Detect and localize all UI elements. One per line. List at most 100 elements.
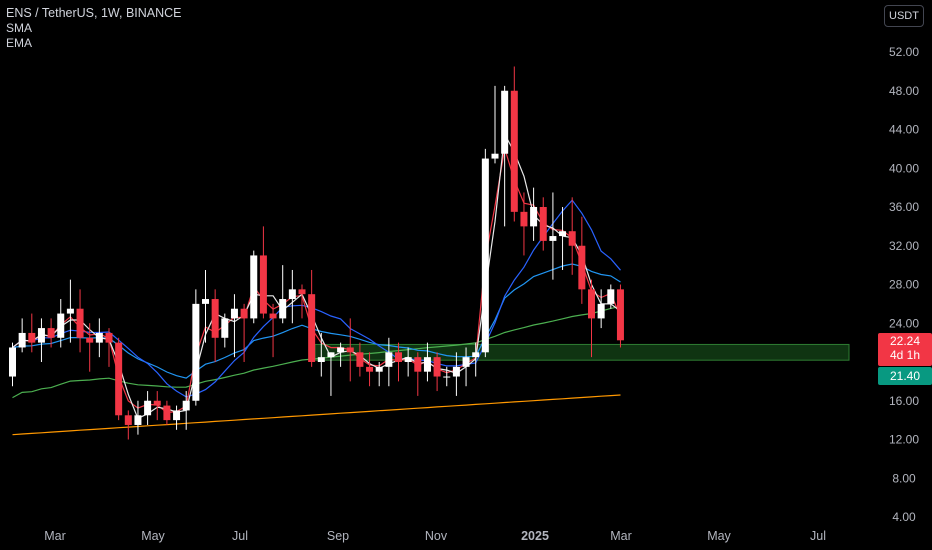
candle (607, 284, 615, 309)
candle-body (346, 347, 354, 353)
ema-indicator-label[interactable]: EMA (6, 36, 33, 50)
candle (337, 342, 345, 367)
candle-body (250, 255, 258, 319)
sma-indicator-label[interactable]: SMA (6, 21, 33, 35)
candle (559, 207, 567, 270)
candle (298, 284, 306, 319)
time-tick-label: Mar (44, 529, 66, 543)
blue-slow-ma-line (12, 263, 621, 379)
candle-body (327, 352, 335, 358)
candle-body (57, 313, 65, 338)
last-price-tag: 22.24 4d 1h (878, 333, 932, 366)
candle (163, 400, 171, 425)
candle-body (124, 415, 132, 425)
candle-body (144, 400, 152, 416)
candle-body (279, 299, 287, 319)
currency-button[interactable]: USDT (884, 5, 924, 27)
candle-body (423, 357, 431, 372)
candle (530, 187, 538, 241)
candle-body (18, 332, 26, 348)
candle-body (414, 357, 422, 372)
candle-body (568, 231, 576, 246)
candle-body (37, 328, 45, 343)
candle-body (616, 289, 624, 341)
candle-body (269, 313, 277, 319)
candle (144, 391, 152, 425)
price-tick-label: 36.00 (889, 200, 919, 214)
candle (37, 318, 45, 362)
candle (47, 318, 55, 348)
candle (124, 410, 132, 440)
time-axis[interactable]: Mar May Jul Sep Nov 2025 Mar May Jul (44, 529, 826, 543)
candle-body (173, 410, 181, 421)
candle (105, 328, 113, 367)
candle-body (443, 376, 451, 378)
candle (462, 347, 470, 387)
blue-fast-ma-line (12, 199, 621, 398)
time-tick-label: Nov (425, 529, 448, 543)
candle (221, 313, 229, 348)
candle (308, 269, 316, 367)
candle (327, 352, 335, 396)
candle-body (366, 366, 374, 372)
candle-body (491, 153, 499, 159)
candle (66, 279, 74, 343)
candle-body (298, 289, 306, 295)
candle (153, 391, 161, 421)
candle (211, 289, 219, 362)
candle-body (404, 357, 412, 362)
candle (28, 313, 36, 353)
price-tick-label: 52.00 (889, 45, 919, 59)
green-ma-line (12, 305, 621, 399)
candle-body (66, 308, 74, 314)
candle (356, 342, 364, 377)
candle-body (356, 352, 364, 367)
price-tick-label: 28.00 (889, 278, 919, 292)
candle (95, 318, 103, 358)
candle (288, 269, 296, 324)
time-tick-label: Sep (327, 529, 349, 543)
candle-body (211, 299, 219, 338)
candle-body (308, 294, 316, 362)
candle-body (520, 211, 528, 227)
price-tick-label: 40.00 (889, 161, 919, 175)
time-tick-label: 2025 (521, 529, 549, 543)
candle (414, 352, 422, 396)
price-tick-label: 48.00 (889, 84, 919, 98)
candle (549, 192, 557, 280)
candle (115, 337, 123, 421)
candle-body (481, 158, 489, 353)
candle (452, 352, 460, 396)
candle (240, 303, 248, 362)
price-tick-label: 44.00 (889, 123, 919, 137)
candle (134, 400, 142, 435)
candle-body (9, 347, 16, 377)
orange-ma-line (12, 394, 621, 436)
candle-body (134, 415, 142, 425)
candle (491, 85, 499, 164)
candle-body (549, 236, 557, 241)
candle-body (539, 207, 547, 241)
candle (404, 347, 412, 377)
candle-body (385, 352, 393, 367)
candle (366, 352, 374, 387)
moving-average-layer (12, 132, 622, 436)
candle-body (288, 289, 296, 300)
last-price-value: 22.24 (889, 334, 921, 348)
sma-fast-line (12, 132, 621, 420)
candle-body (192, 303, 200, 401)
candle-body (115, 342, 123, 416)
candle-body (259, 255, 267, 314)
candle-body (559, 231, 567, 237)
candle (259, 226, 267, 319)
candle-body (375, 366, 383, 372)
candle (616, 284, 624, 348)
candle (317, 332, 325, 377)
candle (173, 405, 181, 430)
candle (57, 299, 65, 348)
price-tick-label: 12.00 (889, 433, 919, 447)
candle (433, 352, 441, 392)
symbol-title[interactable]: ENS / TetherUS, 1W, BINANCE (6, 6, 182, 20)
candle (472, 342, 480, 377)
